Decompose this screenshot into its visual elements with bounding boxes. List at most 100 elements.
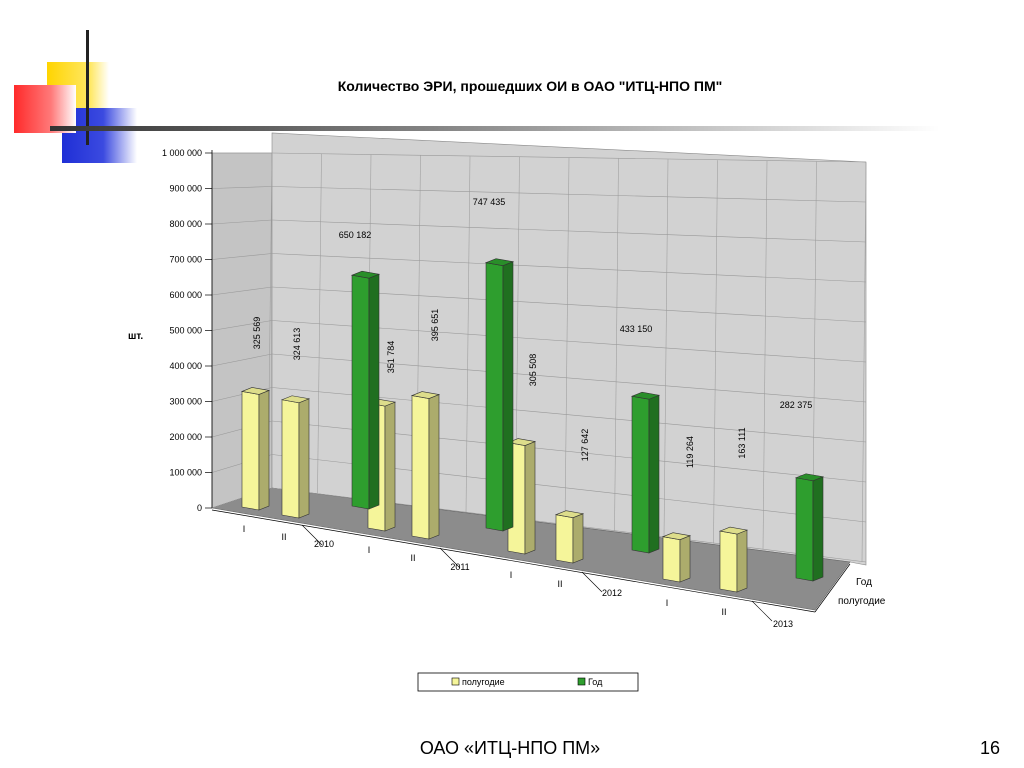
deco-vertical-line [86,30,89,145]
bar-half-year-2-front [281,399,300,519]
bar-half-year-4 [410,391,441,540]
legend-label-half-year: полугодие [462,677,505,687]
footer-organization: ОАО «ИТЦ-НПО ПМ» [419,738,601,758]
grid-hline-side [211,253,273,260]
legend-swatch-half-year [451,677,460,686]
bar-year-1-front [351,274,370,510]
bar-half-year-6-top [554,510,585,518]
depth-axis-line [814,563,851,613]
y-tick-label: 1 000 000 [162,148,202,158]
bar-half-year-4-side [428,394,440,540]
value-label-half-year: 163 111 [737,427,747,458]
bar-half-year-1-front [241,391,260,511]
bar-half-year-7-front [662,536,681,583]
page-number: 16 [979,738,1000,758]
grid-vline [861,162,867,563]
grid-hline-side [211,186,273,189]
depth-label-year: Год [856,577,872,588]
bar-year-2-front [485,262,504,532]
x-group-separator [581,571,603,593]
title-divider [50,126,940,131]
bar-half-year-7-top [661,532,692,540]
legend-label-year: Год [588,677,603,687]
y-tick-label: 800 000 [169,219,202,229]
bar-year-4-side [812,476,824,582]
bar-year-2 [484,258,515,532]
bar-year-4-top [794,473,825,482]
x-tick-label-year: 2010 [314,539,334,549]
bar-year-3-top [630,391,661,400]
bar-half-year-2-top [280,395,311,404]
y-axis-label: шт. [128,331,143,342]
x-tick-label-period: II [557,579,562,589]
value-label-half-year: 324 613 [292,328,302,361]
bar-year-3-front [631,395,650,554]
grid-hline-side [211,320,273,331]
value-label-year: 747 435 [473,197,506,207]
bar-half-year-4-front [411,395,430,540]
y-tick-label: 0 [197,503,202,513]
y-tick-label: 400 000 [169,361,202,371]
bar-half-year-8-front [719,530,738,593]
value-label-half-year: 119 264 [685,436,695,468]
chart-labels: 0 100 000 200 000 300 000 400 000 500 000 600 … [162,148,812,629]
bar-year-4-front [795,477,814,582]
bar-half-year-5-side [524,441,536,555]
grid-hline-side [211,219,273,225]
x-tick-label-year: 2012 [602,588,622,598]
x-axis-line [211,509,816,613]
bar-year-1 [350,270,381,510]
y-tick-label: 700 000 [169,255,202,265]
bar-year-4 [794,473,825,582]
x-tick-label-period: II [410,553,415,563]
y-tick-label: 300 000 [169,397,202,407]
bar-year-1-side [368,273,380,510]
bar-half-year-8-side [736,529,748,593]
grid-hline-back [271,219,867,243]
value-label-half-year: 305 508 [528,354,538,387]
bar-half-year-6 [554,510,585,564]
value-label-half-year: 395 651 [430,309,440,342]
value-label-year: 282 375 [780,400,813,410]
bar-half-year-7 [661,532,692,583]
y-tick-label: 100 000 [169,468,202,478]
chart-legend: полугодие Год [417,672,639,692]
bar-half-year-7-side [679,535,691,583]
deco-red-square [14,85,76,133]
value-label-half-year: 351 784 [386,341,396,374]
value-label-year: 650 182 [339,230,372,240]
bar-half-year-1-top [240,387,271,395]
bar-year-3-side [648,394,660,554]
x-group-separator [439,547,461,569]
bar-half-year-8 [718,526,749,593]
x-tick-label-year: 2011 [450,562,469,572]
x-group-separator [301,524,323,546]
bar-half-year-1 [240,387,271,511]
grid-hline-side [211,286,273,296]
bar-half-year-6-front [555,514,574,564]
bar-year-2-top [484,258,515,266]
bar-half-year-3-side [384,401,396,532]
grid-vline [614,158,619,532]
x-tick-label-period: I [243,524,246,534]
x-tick-label-period: II [281,532,286,542]
bar-half-year-2 [280,395,311,519]
grid-hline-back [271,186,867,203]
x-tick-label-period: I [666,598,669,608]
grid-vline [762,160,768,550]
bar-year-3 [630,391,661,554]
chart-bars [240,258,825,593]
bar-year-2-side [502,261,514,532]
y-tick-label: 600 000 [169,290,202,300]
grid-vline [713,160,718,544]
bar-year-1-top [350,270,381,279]
x-tick-label-period: I [368,545,371,555]
chart-walls [211,132,867,611]
value-label-year: 433 150 [620,324,653,334]
grid-hline-side [211,353,273,367]
value-label-half-year: 127 642 [580,429,590,462]
y-tick-label: 900 000 [169,184,202,194]
bar-half-year-6-side [572,513,584,564]
grid-hline-back [271,152,867,163]
